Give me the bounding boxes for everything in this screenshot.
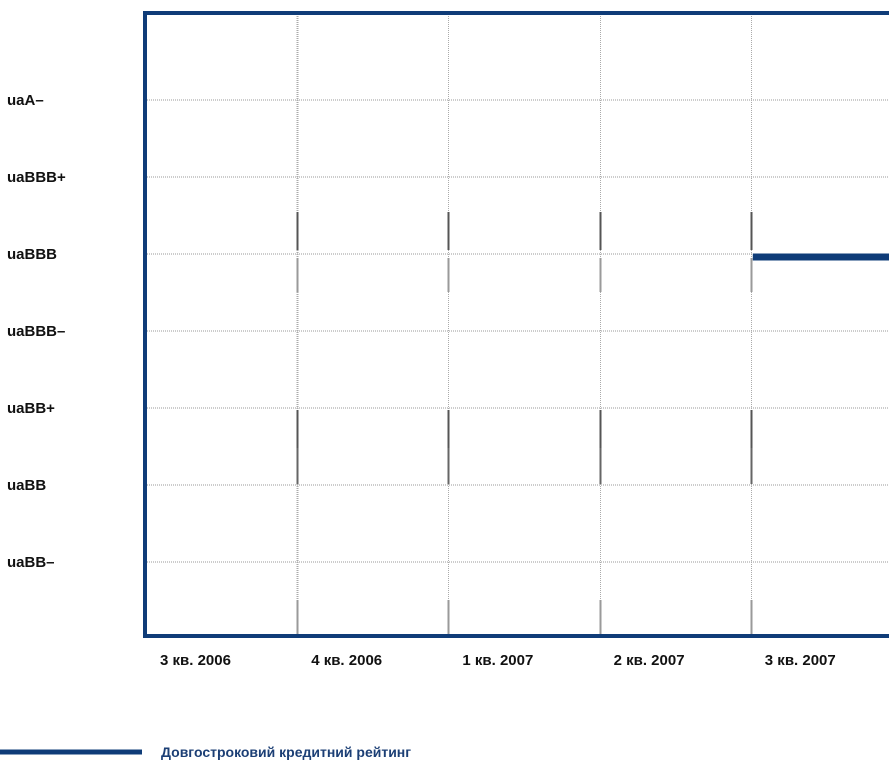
x-tick-label: 2 кв. 2007: [614, 652, 685, 669]
y-tick-label: uaA–: [7, 92, 44, 109]
x-tick-label: 1 кв. 2007: [462, 652, 533, 669]
y-tick-label: uaBBB: [7, 246, 57, 263]
y-tick-labels: uaBB– uaBB uaBB+ uaBBB– uaBBB uaBBB+ uaA–: [7, 92, 66, 571]
axes: [143, 11, 889, 638]
quarter-dividers: [296, 14, 753, 634]
gridlines: [145, 99, 889, 563]
x-tick-label: 3 кв. 2007: [765, 652, 836, 669]
x-tick-label: 3 кв. 2006: [160, 652, 231, 669]
y-tick-label: uaBB+: [7, 400, 55, 417]
y-tick-label: uaBB: [7, 477, 46, 494]
x-tick-labels: 3 кв. 2006 4 кв. 2006 1 кв. 2007 2 кв. 2007…: [160, 652, 836, 669]
y-tick-label: uaBBB+: [7, 169, 66, 186]
legend: Довгостроковий кредитний рейтинг: [0, 744, 411, 760]
y-tick-label: uaBBB–: [7, 323, 65, 340]
y-tick-label: uaBB–: [7, 554, 55, 571]
legend-label: Довгостроковий кредитний рейтинг: [161, 744, 411, 760]
x-tick-label: 4 кв. 2006: [311, 652, 382, 669]
